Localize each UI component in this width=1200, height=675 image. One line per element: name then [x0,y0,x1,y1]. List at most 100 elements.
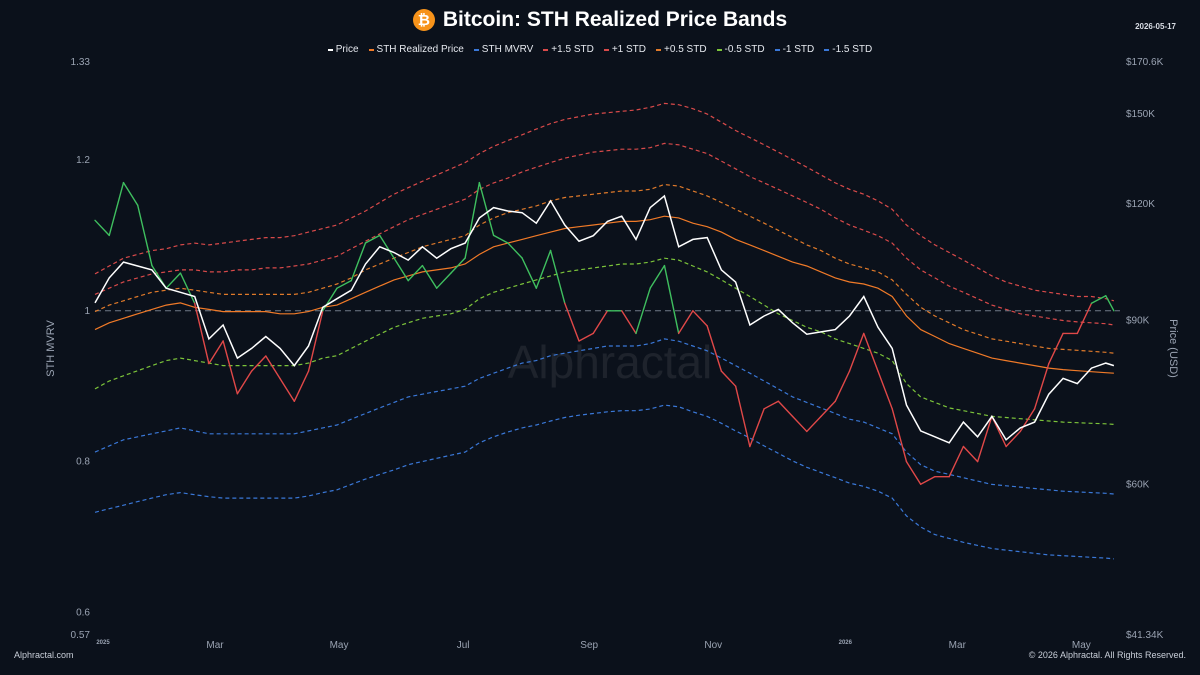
x-year-label: 2025 [96,640,110,646]
legend-label: +1 STD [611,44,647,55]
x-tick-label: Mar [949,640,967,651]
series-sth-mvrv-segment [492,234,509,244]
series-sth-mvrv-segment [364,234,381,244]
x-tick-label: Sep [580,640,598,651]
left-tick-label: 0.8 [76,457,90,468]
series-sth-mvrv-segment [307,310,324,372]
series-sth-mvrv-segment [265,355,281,380]
bitcoin-icon: ₿ [412,9,435,31]
legend-marker [603,48,609,51]
legend-item[interactable]: +1.5 STD [543,44,594,55]
chart-title-container: ₿ Bitcoin: STH Realized Price Bands [0,8,1200,32]
series-sth-mvrv-segment [293,370,310,402]
series-sth-mvrv-segment [137,204,153,267]
series-sth-mvrv-segment [592,310,609,335]
right-tick-label: $120K [1126,199,1155,210]
left-tick-label: 1.2 [76,155,90,166]
footer-copyright: © 2026 Alphractal. All Rights Reserved. [1028,650,1186,660]
legend-item[interactable]: -1.5 STD [824,44,872,55]
legend-label: -1 STD [782,44,815,55]
series-sth-mvrv-segment [165,272,182,289]
series-sth-mvrv-segment [379,234,395,259]
legend-item[interactable]: STH Realized Price [368,44,464,55]
right-tick-label: $150K [1126,109,1155,120]
left-tick-label: 0.6 [76,607,90,618]
series-sth-mvrv-segment [720,370,737,387]
left-tick-label: 1.33 [71,57,91,68]
watermark-text: Alphractal [508,336,713,388]
series-sth-mvrv-segment [564,302,580,342]
series-sth-mvrv-segment [108,181,125,237]
series-sth-mvrv-segment [94,219,110,237]
chart-title: ₿ Bitcoin: STH Realized Price Bands [412,8,788,32]
series-0-5-std [94,183,1114,354]
series-1-5-std [94,404,1114,560]
series-sth-mvrv-segment [549,249,566,304]
series-sth-mvrv-segment [1019,408,1036,433]
series-sth-mvrv-segment [1033,362,1050,410]
x-tick-label: Mar [206,640,224,651]
series-1-std [94,142,1114,326]
series-sth-mvrv-segment [1090,295,1107,304]
series-sth-mvrv-segment [777,400,794,418]
series-sth-mvrv-segment [1105,295,1115,312]
chart-legend: Price STH Realized Price STH MVRV +1.5 STD +… [0,44,1200,55]
legend-label: +1.5 STD [551,44,594,55]
series-1-5-std [94,102,1115,302]
legend-item[interactable]: -1 STD [774,44,815,55]
series-sth-mvrv-segment [435,272,452,289]
series-sth-mvrv-segment [1005,430,1022,448]
series-sth-mvrv-segment [250,355,267,372]
series-sth-mvrv-segment [464,181,481,259]
legend-item[interactable]: Price [327,44,359,55]
legend-label: STH Realized Price [376,44,464,55]
series-sth-mvrv-segment [621,310,637,335]
left-tick-label: 0.57 [71,630,91,641]
series-sth-mvrv-segment [407,264,424,282]
series-sth-realized-price [94,215,1114,374]
left-axis-label: STH MVRV [45,320,57,377]
legend-marker [824,48,830,51]
legend-marker [473,48,479,51]
series-sth-mvrv-segment [450,257,466,274]
legend-marker [327,48,333,51]
footer-site: Alphractal.com [14,650,74,660]
legend-item[interactable]: -0.5 STD [716,44,765,55]
series-sth-mvrv-segment [976,415,993,463]
series-sth-mvrv-segment [208,340,224,365]
series-sth-mvrv-segment [877,370,893,410]
series-sth-mvrv-segment [535,249,552,289]
series-sth-mvrv-segment [122,181,139,206]
series-sth-mvrv-segment [706,325,723,372]
series-sth-mvrv-segment [393,257,409,282]
legend-item[interactable]: +0.5 STD [656,44,707,55]
series-sth-mvrv-segment [948,445,965,478]
series-sth-mvrv-segment [635,287,651,335]
right-tick-label: $60K [1126,479,1150,490]
series-sth-mvrv-segment [962,445,979,463]
legend-item[interactable]: STH MVRV [473,44,534,55]
series-sth-mvrv-segment [834,370,851,402]
series-sth-mvrv-segment [692,310,708,327]
series-1-std [94,338,1114,495]
series-sth-mvrv-segment [421,264,438,289]
legend-label: Price [335,44,359,55]
series-sth-mvrv-segment [677,310,694,335]
legend-label: -1.5 STD [832,44,873,55]
series-sth-mvrv-segment [806,415,822,433]
legend-marker [774,48,780,51]
series-price [94,194,1115,444]
legend-marker [368,48,374,51]
x-year-label: 2026 [839,640,853,646]
series-sth-mvrv-segment [848,332,865,372]
chart-title-text: Bitcoin: STH Realized Price Bands [442,8,788,31]
series-sth-mvrv-segment [791,415,808,433]
series-sth-mvrv-segment [891,408,908,463]
x-tick-label: May [1072,640,1091,651]
legend-label: STH MVRV [481,44,534,55]
legend-item[interactable]: +1 STD [603,44,647,55]
legend-marker [656,48,662,51]
x-tick-label: Jul [457,640,470,651]
series-sth-mvrv-segment [279,377,296,402]
series-sth-mvrv-segment [193,302,210,365]
